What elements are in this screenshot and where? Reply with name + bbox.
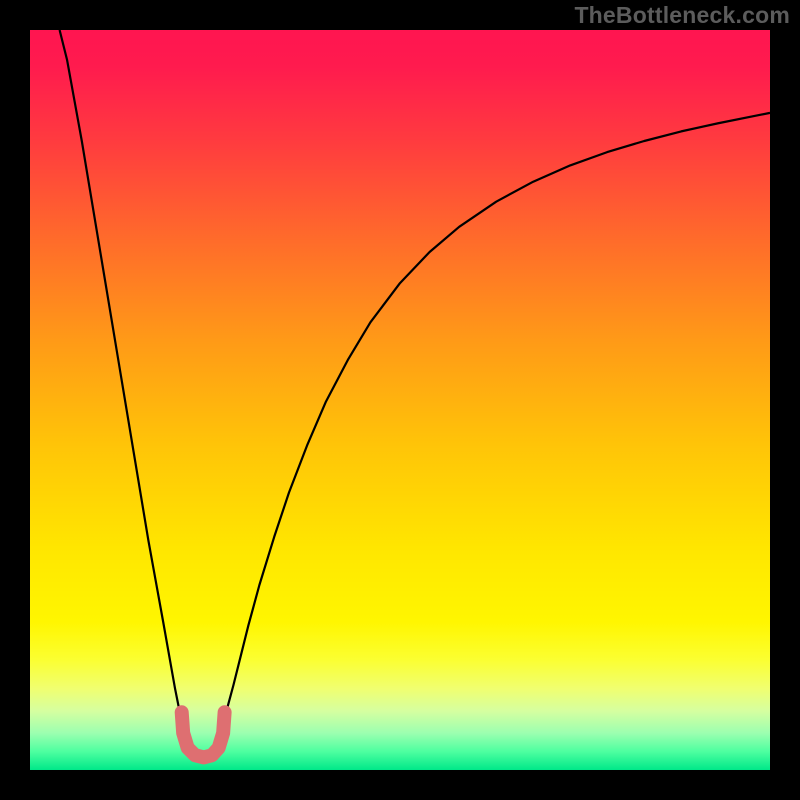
gradient-panel [30,30,770,770]
plot-svg [0,0,800,800]
watermark-text: TheBottleneck.com [574,2,790,29]
chart-frame: TheBottleneck.com [0,0,800,800]
